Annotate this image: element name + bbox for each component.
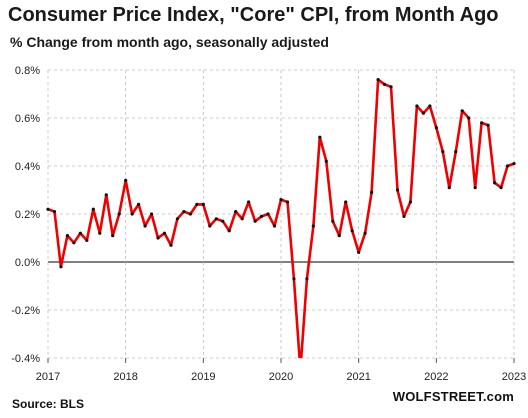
data-point xyxy=(72,241,76,245)
data-point xyxy=(292,277,296,281)
data-point xyxy=(279,198,283,202)
x-tick-label: 2020 xyxy=(269,371,293,383)
data-point xyxy=(124,178,128,182)
data-point xyxy=(175,217,180,221)
data-point xyxy=(415,104,419,108)
data-point xyxy=(182,210,186,214)
x-tick-label: 2022 xyxy=(424,371,448,383)
data-point xyxy=(169,243,173,247)
data-point xyxy=(272,224,277,228)
data-point xyxy=(357,250,361,254)
data-point xyxy=(311,224,315,228)
data-point xyxy=(149,212,154,216)
data-point xyxy=(350,229,354,233)
y-tick-label: -0.2% xyxy=(11,305,40,317)
data-point xyxy=(402,214,406,218)
x-tick-label: 2021 xyxy=(346,371,370,383)
data-point xyxy=(214,217,218,221)
data-point xyxy=(331,219,335,223)
data-point xyxy=(117,212,121,216)
data-point xyxy=(247,200,251,204)
data-point xyxy=(59,265,63,269)
chart-subtitle: % Change from month ago, seasonally adju… xyxy=(10,34,329,50)
data-point xyxy=(188,212,192,216)
data-point xyxy=(46,207,50,211)
data-point xyxy=(318,135,322,139)
series-layer xyxy=(46,78,516,358)
data-point xyxy=(337,234,341,238)
watermark: WOLFSTREET.com xyxy=(392,389,514,404)
y-tick-label: 0.8% xyxy=(15,65,40,77)
data-point xyxy=(91,207,95,211)
data-point xyxy=(376,78,380,82)
data-point xyxy=(130,212,134,216)
data-point xyxy=(441,150,445,154)
data-point xyxy=(162,231,167,235)
x-tick-label: 2018 xyxy=(113,371,137,383)
data-point xyxy=(486,123,490,127)
data-point xyxy=(492,181,497,185)
y-tick-label: 0.2% xyxy=(15,209,40,221)
data-point xyxy=(395,188,400,192)
data-point xyxy=(221,219,225,223)
data-point xyxy=(428,104,432,108)
data-point xyxy=(104,193,108,197)
data-point xyxy=(234,210,238,214)
data-point xyxy=(259,214,264,218)
x-tick-label: 2023 xyxy=(502,371,526,383)
data-point xyxy=(98,231,102,235)
data-point xyxy=(156,236,160,240)
data-point xyxy=(137,202,141,206)
data-point xyxy=(454,150,458,154)
y-tick-label: 0.4% xyxy=(15,161,40,173)
data-point xyxy=(85,238,89,242)
data-point xyxy=(408,200,413,204)
data-point xyxy=(389,85,393,89)
data-point xyxy=(78,231,82,235)
chart-title: Consumer Price Index, "Core" CPI, from M… xyxy=(8,4,499,26)
data-point xyxy=(473,186,477,190)
data-point xyxy=(111,234,115,238)
data-point xyxy=(499,186,503,190)
data-point xyxy=(370,190,374,194)
data-point xyxy=(208,224,212,228)
data-point xyxy=(467,116,471,120)
data-point xyxy=(240,217,244,221)
y-tick-label: 0.6% xyxy=(15,113,40,125)
data-point xyxy=(52,210,57,214)
x-tick-label: 2017 xyxy=(36,371,60,383)
data-point xyxy=(266,212,270,216)
y-tick-label: 0.0% xyxy=(15,257,40,269)
source-note: Source: BLS xyxy=(12,397,85,411)
data-point xyxy=(421,111,425,115)
data-point xyxy=(227,229,231,233)
data-point xyxy=(434,126,438,130)
data-point xyxy=(382,82,387,86)
data-point xyxy=(305,277,309,281)
data-point xyxy=(195,202,199,206)
x-tick-label: 2019 xyxy=(191,371,215,383)
data-point xyxy=(447,186,451,190)
data-point xyxy=(65,234,70,238)
gridlines xyxy=(47,69,515,359)
data-point xyxy=(285,200,290,204)
y-axis-ticks: 0.8% 0.6% 0.4% 0.2% 0.0% -0.2% -0.4% xyxy=(11,65,40,365)
x-axis-ticks: 2017 2018 2019 2020 2021 2022 2023 xyxy=(36,358,526,383)
data-point xyxy=(324,159,328,163)
data-point xyxy=(363,231,367,235)
series-line xyxy=(47,78,515,358)
data-point xyxy=(460,109,464,113)
data-point xyxy=(480,121,484,125)
data-point xyxy=(201,202,205,206)
data-point xyxy=(344,200,348,204)
y-tick-label: -0.4% xyxy=(11,353,40,365)
data-point xyxy=(253,219,257,223)
data-point xyxy=(143,224,147,228)
data-point xyxy=(512,162,516,166)
data-point xyxy=(505,164,510,168)
